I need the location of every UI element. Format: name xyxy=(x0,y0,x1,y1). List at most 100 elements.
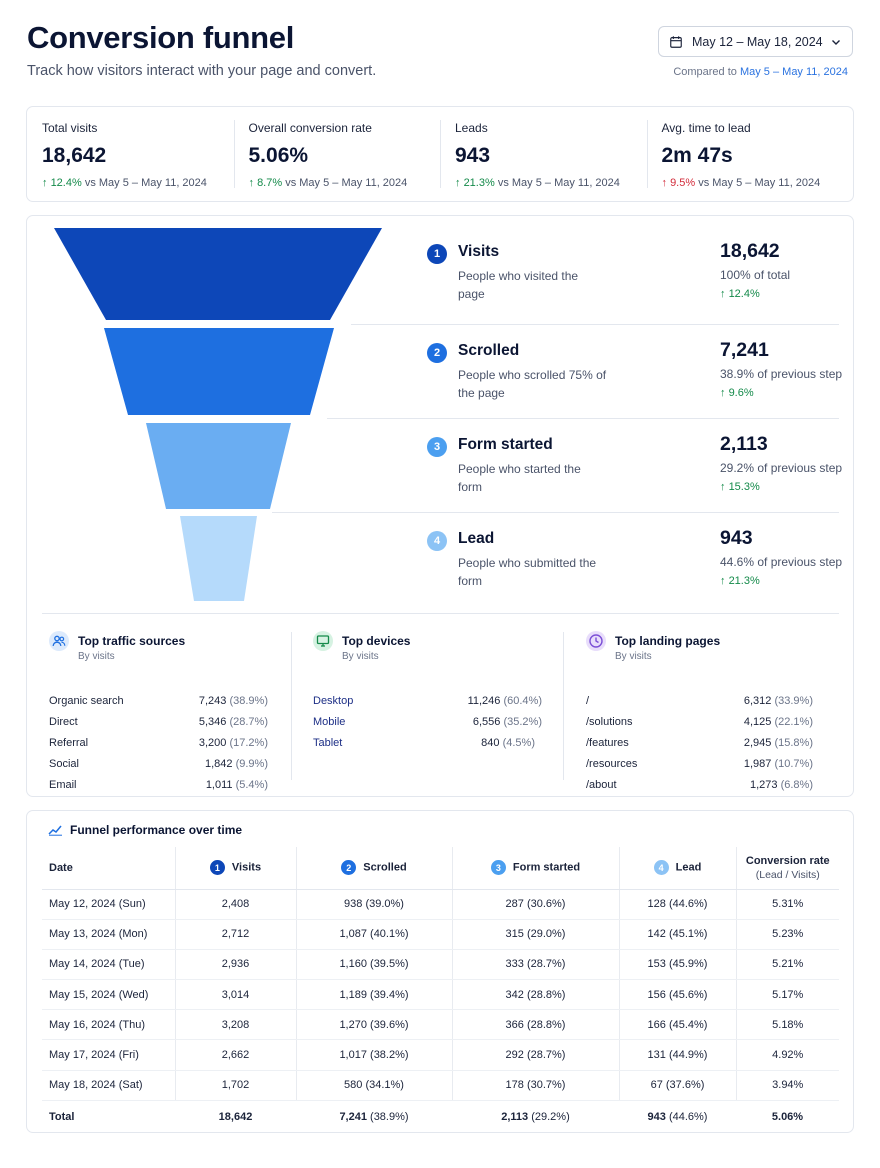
table-row[interactable]: May 17, 2024 (Fri) 2,662 1,017 (38.2%) 2… xyxy=(42,1039,839,1071)
list-item[interactable]: /solutions 4,125 (22.1%) xyxy=(586,716,813,732)
page-pct: (33.9%) xyxy=(774,695,813,707)
funnel-stage-visits[interactable] xyxy=(54,228,382,320)
step-number-badge: 2 xyxy=(341,860,357,876)
cell-pct: (45.1%) xyxy=(668,928,708,941)
cell-value: 287 xyxy=(505,898,524,911)
funnel-step-lead[interactable]: 4 Lead People who submitted the form 943… xyxy=(427,527,842,600)
clock-icon xyxy=(586,631,606,651)
funnel-step-form-started[interactable]: 3 Form started People who started the fo… xyxy=(427,433,843,506)
step-delta-value: 21.3% xyxy=(728,575,760,587)
step-percentage: 38.9% of previous step xyxy=(720,367,843,381)
source-value: 1,842 xyxy=(205,758,233,770)
cell-pct: (39.5%) xyxy=(370,958,409,971)
source-pct: (28.7%) xyxy=(229,716,268,728)
cell-value: 128 xyxy=(647,898,666,911)
list-item[interactable]: Desktop 11,246 (60.4%) xyxy=(313,695,542,711)
funnel-stage-form-started[interactable] xyxy=(146,423,291,509)
step-number-badge: 4 xyxy=(427,531,447,551)
table-row[interactable]: May 12, 2024 (Sun) 2,408 938 (39.0%) 287… xyxy=(42,889,839,920)
step-percentage: 29.2% of previous step xyxy=(720,461,843,475)
compare-range-link[interactable]: May 5 – May 11, 2024 xyxy=(739,66,848,78)
list-item[interactable]: Mobile 6,556 (35.2%) xyxy=(313,716,542,732)
funnel-stage-scrolled[interactable] xyxy=(104,328,334,415)
cell-conversion-rate: 5.21% xyxy=(735,949,839,981)
step-delta: ↑ 15.3% xyxy=(720,481,760,493)
source-name: Email xyxy=(49,779,77,791)
list-item[interactable]: Tablet 840 (4.5%) xyxy=(313,737,535,753)
cell-value: 580 xyxy=(344,1079,363,1092)
cell-conversion-rate: 5.23% xyxy=(735,919,839,950)
cell-pct: (28.8%) xyxy=(526,988,566,1001)
col-header-visits[interactable]: 1 Visits xyxy=(174,847,296,890)
step-number-badge: 3 xyxy=(427,437,447,457)
cell-pct: (38.9%) xyxy=(370,1110,409,1123)
step-description: People who started the form xyxy=(458,462,581,494)
column-divider xyxy=(563,632,564,780)
table-total-row: Total 18,642 7,241 (38.9%) 2,113 (29.2%)… xyxy=(42,1100,839,1132)
page-path: /features xyxy=(586,737,629,749)
list-item[interactable]: /features 2,945 (15.8%) xyxy=(586,737,813,753)
kpi-value: 5.06% xyxy=(248,144,309,167)
column-divider xyxy=(291,632,292,780)
arrow-up-icon: ↑ xyxy=(455,177,461,189)
step-value: 2,113 xyxy=(720,433,768,455)
list-item[interactable]: Social 1,842 (9.9%) xyxy=(49,758,268,774)
step-description: People who scrolled 75% of the page xyxy=(458,368,607,400)
table-header-row: Date 1 Visits 2 Scrolled 3 Form started 4 Le… xyxy=(42,847,839,890)
page-title: Conversion funnel xyxy=(27,20,295,55)
section-title: Funnel performance over time xyxy=(70,823,243,837)
source-pct: (9.9%) xyxy=(235,758,268,770)
page-path: / xyxy=(586,695,590,707)
list-item[interactable]: Direct 5,346 (28.7%) xyxy=(49,716,268,732)
page-pct: (10.7%) xyxy=(774,758,813,770)
funnel-stage-lead[interactable] xyxy=(180,516,257,601)
date-range-picker[interactable]: May 12 – May 18, 2024 xyxy=(658,26,853,57)
col-header-scrolled[interactable]: 2 Scrolled xyxy=(295,847,452,890)
table-row[interactable]: May 15, 2024 (Wed) 3,014 1,189 (39.4%) 3… xyxy=(42,979,839,1011)
kpi-value: 943 xyxy=(455,144,491,167)
top-landing-pages: Top landing pages By visits / 6,312 (33.9… xyxy=(586,629,814,791)
cell-lead: 131 (44.9%) xyxy=(618,1039,736,1071)
cell-visits: 2,712 xyxy=(174,919,296,950)
cell-visits: 2,408 xyxy=(174,889,296,920)
cell-visits: 3,208 xyxy=(174,1009,296,1041)
list-item[interactable]: /resources 1,987 (10.7%) xyxy=(586,758,813,774)
col-header-conversion-rate[interactable]: Conversion rate (Lead / Visits) xyxy=(735,847,839,890)
users-icon xyxy=(49,631,69,651)
table-row[interactable]: May 13, 2024 (Mon) 2,712 1,087 (40.1%) 3… xyxy=(42,919,839,950)
funnel-step-scrolled[interactable]: 2 Scrolled People who scrolled 75% of th… xyxy=(427,339,843,412)
table-row[interactable]: May 18, 2024 (Sat) 1,702 580 (34.1%) 178… xyxy=(42,1070,839,1101)
source-name: Social xyxy=(49,758,79,770)
arrow-up-icon: ↑ xyxy=(720,575,726,587)
list-item[interactable]: / 6,312 (33.9%) xyxy=(586,695,813,711)
list-item[interactable]: Organic search 7,243 (38.9%) xyxy=(49,695,268,711)
performance-table: Date 1 Visits 2 Scrolled 3 Form started 4 Le… xyxy=(42,847,839,1132)
cell-lead: 943 (44.6%) xyxy=(619,1100,736,1132)
cell-pct: (39.6%) xyxy=(370,1018,409,1031)
col-header-date[interactable]: Date xyxy=(42,847,175,890)
monitor-icon xyxy=(313,631,333,651)
cell-value: 315 xyxy=(505,928,524,941)
table-row[interactable]: May 16, 2024 (Thu) 3,208 1,270 (39.6%) 3… xyxy=(42,1009,839,1041)
page-subtitle: Track how visitors interact with your pa… xyxy=(27,63,377,79)
cell-visits: 3,014 xyxy=(174,979,296,1011)
cell-pct: (39.0%) xyxy=(365,898,404,911)
list-item[interactable]: Email 1,011 (5.4%) xyxy=(49,779,268,795)
step-number-badge: 3 xyxy=(490,860,506,876)
cell-value: 333 xyxy=(505,958,524,971)
arrow-up-icon: ↑ xyxy=(720,387,726,399)
kpi-compare: vs May 5 – May 11, 2024 xyxy=(84,177,207,189)
col-header-lead[interactable]: 4 Lead xyxy=(618,847,736,890)
cell-visits: 18,642 xyxy=(218,1110,253,1123)
step-description: People who submitted the form xyxy=(458,556,597,588)
list-item[interactable]: Referral 3,200 (17.2%) xyxy=(49,737,268,753)
list-item[interactable]: /about 1,273 (6.8%) xyxy=(586,779,813,795)
table-row[interactable]: May 14, 2024 (Tue) 2,936 1,160 (39.5%) 3… xyxy=(42,949,839,981)
cell-scrolled: 580 (34.1%) xyxy=(295,1070,452,1101)
funnel-card: 1 Visits People who visited the page 18,… xyxy=(26,215,854,797)
step-divider xyxy=(327,418,839,419)
cell-value: 1,087 xyxy=(339,928,367,941)
col-header-form-started[interactable]: 3 Form started xyxy=(451,847,619,890)
funnel-step-visits[interactable]: 1 Visits People who visited the page 18,… xyxy=(427,240,840,313)
cell-pct: (28.8%) xyxy=(526,1018,566,1031)
